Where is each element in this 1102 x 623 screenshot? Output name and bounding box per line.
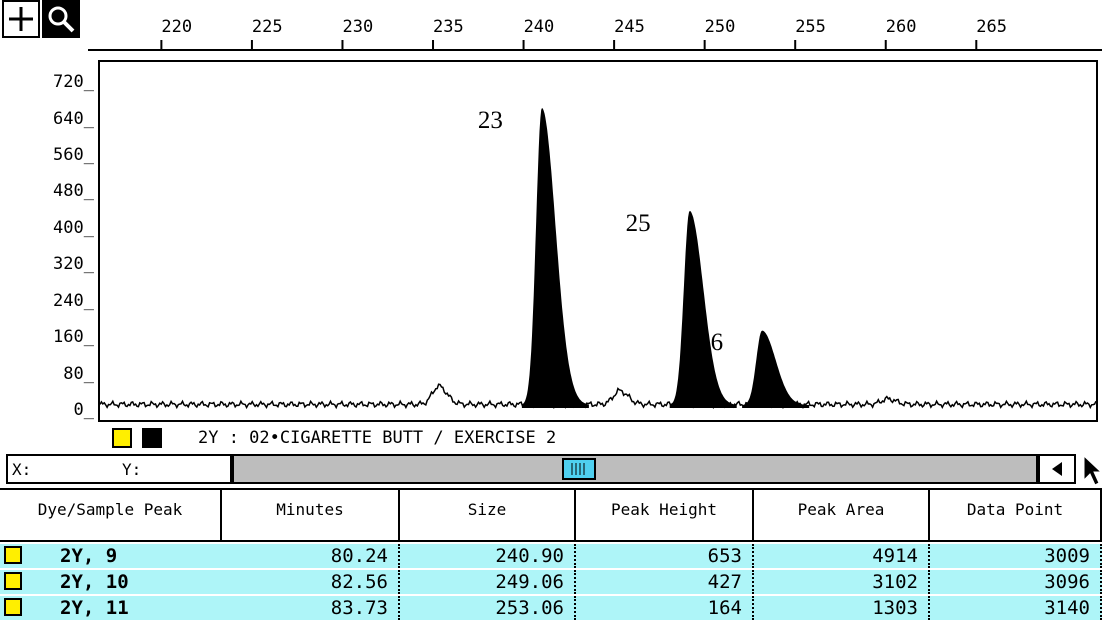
column-header[interactable]: Peak Area (754, 488, 930, 542)
y-tick-label: 0_ (73, 400, 94, 420)
table-cell: 653 (576, 544, 754, 568)
y-tick-label: 720_ (53, 72, 94, 93)
dye-color-swatch (4, 546, 22, 564)
table-cell: 427 (576, 570, 754, 594)
row-label: 2Y, 10 (60, 571, 129, 593)
table-row[interactable]: 2Y, 10 82.56 249.06 427 3102 3096 (0, 570, 1102, 594)
baseline-trace (99, 383, 1097, 410)
x-tick-label: 245 (614, 17, 645, 37)
y-tick-label: 480_ (53, 181, 94, 202)
table-cell: 82.56 (222, 570, 400, 594)
table-cell: 3140 (930, 596, 1102, 620)
y-tick-label: 400_ (53, 217, 94, 238)
scroll-row: X: Y: (0, 452, 1102, 486)
peak-table: Dye/Sample Peak Minutes Size Peak Height Pea… (0, 488, 1102, 623)
electropherogram-trace (99, 108, 1097, 410)
column-header[interactable]: Data Point (930, 488, 1102, 542)
scroll-thumb[interactable] (562, 458, 596, 480)
row-label: 2Y, 9 (60, 545, 118, 567)
scroll-left-button[interactable] (1038, 454, 1076, 484)
x-tick-label: 240 (524, 17, 555, 37)
x-tick-label: 225 (252, 17, 283, 37)
x-tick-label: 260 (886, 17, 917, 37)
table-cell: 3102 (754, 570, 930, 594)
peak-label: 25 (625, 209, 651, 237)
sample-title: 2Y : 02•CIGARETTE BUTT / EXERCISE 2 (198, 428, 557, 448)
y-axis: 720_ 640_ 560_ 480_ 400_ 320_ 240_ 160_ 80_ 0_ (0, 52, 96, 432)
horizontal-scrollbar[interactable] (232, 454, 1038, 484)
table-cell: 253.06 (400, 596, 576, 620)
peak-25[interactable] (669, 210, 737, 408)
x-tick-label: 235 (433, 17, 464, 37)
peak-label: 26 (698, 329, 724, 357)
coordinate-readout: X: Y: (6, 454, 232, 484)
column-header[interactable]: Dye/Sample Peak (0, 488, 222, 542)
size-ruler: 220 225 230 235 240 245 250 255 260 265 (88, 17, 1102, 51)
x-coord-label: X: (12, 460, 32, 479)
column-header[interactable]: Minutes (222, 488, 400, 542)
row-label: 2Y, 11 (60, 597, 129, 619)
x-tick-label: 250 (705, 17, 736, 37)
y-tick-label: 160_ (53, 327, 94, 348)
y-tick-label: 640_ (53, 108, 94, 129)
table-cell: 249.06 (400, 570, 576, 594)
table-cell: 3096 (930, 570, 1102, 594)
crosshair-icon (9, 7, 33, 31)
electropherogram-plot[interactable] (98, 60, 1098, 422)
dye-color-swatch (4, 598, 22, 616)
dye-color-swatch (4, 572, 22, 590)
column-header[interactable]: Peak Height (576, 488, 754, 542)
zoom-tool-button[interactable] (42, 0, 80, 38)
table-cell: 3009 (930, 544, 1102, 568)
x-tick-label: 265 (976, 17, 1007, 37)
magnifier-icon (48, 6, 75, 33)
table-cell: 80.24 (222, 544, 400, 568)
peak-23[interactable] (521, 108, 589, 408)
grip-icon (571, 463, 585, 475)
y-tick-label: 240_ (53, 290, 94, 311)
table-cell: 4914 (754, 544, 930, 568)
mouse-pointer-icon (1083, 454, 1102, 486)
dye-color-swatch[interactable] (112, 428, 132, 448)
sample-legend-row: 2Y : 02•CIGARETTE BUTT / EXERCISE 2 (0, 426, 1102, 452)
y-tick-label: 320_ (53, 254, 94, 275)
table-row[interactable]: 2Y, 11 83.73 253.06 164 1303 3140 (0, 596, 1102, 620)
x-tick-label: 255 (795, 17, 826, 37)
table-cell: 240.90 (400, 544, 576, 568)
y-tick-label: 560_ (53, 145, 94, 166)
peak-26[interactable] (742, 330, 810, 408)
crosshair-tool-button[interactable] (2, 0, 40, 38)
peak-label: 23 (477, 106, 503, 134)
table-cell: 1303 (754, 596, 930, 620)
dye-color-swatch-dark[interactable] (142, 428, 162, 448)
y-coord-label: Y: (122, 460, 142, 479)
table-row[interactable]: 2Y, 9 80.24 240.90 653 4914 3009 (0, 544, 1102, 568)
table-cell: 164 (576, 596, 754, 620)
y-tick-label: 80_ (63, 363, 94, 384)
x-tick-label: 230 (342, 17, 373, 37)
column-header[interactable]: Size (400, 488, 576, 542)
arrow-left-icon (1052, 462, 1062, 476)
table-cell: 83.73 (222, 596, 400, 620)
x-tick-label: 220 (161, 17, 192, 37)
